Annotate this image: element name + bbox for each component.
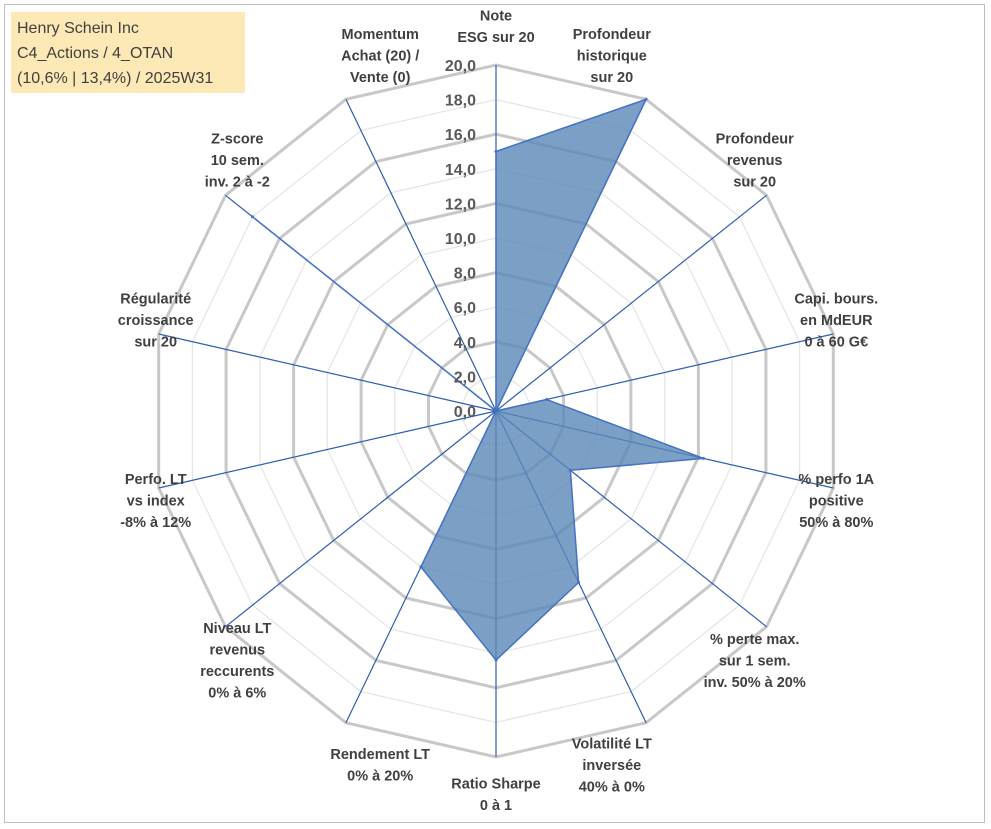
axis-spoke: [158, 410, 497, 489]
tick-label: 8,0: [454, 266, 476, 283]
category-label-line: Z-score: [211, 132, 263, 148]
category-label: Rendement LT 0% à 20%: [330, 747, 430, 785]
category-label-line: sur 20: [590, 70, 633, 86]
category-label: Momentum Achat (20) / Vente (0): [341, 27, 419, 86]
data-point: [494, 150, 498, 153]
category-label-line: Perfo. LT: [125, 472, 187, 488]
data-point: [494, 658, 498, 662]
category-label-line: 40% à 0%: [579, 779, 645, 795]
data-point: [545, 398, 549, 401]
category-label-line: Rendement LT: [330, 747, 430, 763]
category-label: Régularité croissance sur 20: [118, 292, 194, 351]
category-label-line: Vente (0): [350, 70, 411, 86]
radial-tick-labels: 0,0 2,0 4,0 6,0 8,0 10,0 12,0 14,0 16,0 18,0 20,0: [445, 58, 476, 421]
axis-spoke: [225, 410, 497, 628]
category-label-line: Momentum: [342, 27, 419, 43]
category-label: Profondeur historique sur 20: [573, 27, 651, 86]
category-label-line: inv. 50% à 20%: [704, 675, 806, 691]
category-label-line: ESG sur 20: [457, 30, 534, 46]
title-company: Henry Schein Inc: [17, 20, 139, 37]
category-label-line: % perte max.: [710, 632, 799, 648]
category-label: Profondeur revenus sur 20: [716, 132, 794, 191]
data-point: [577, 581, 581, 584]
data-point: [644, 97, 648, 101]
axis-spoke: [495, 194, 767, 412]
title-category: C4_Actions / 4_OTAN: [17, 45, 174, 62]
category-label-line: 0 à 1: [480, 798, 512, 814]
category-label: Perfo. LT vs index -8% à 12%: [120, 472, 191, 531]
category-label: Note ESG sur 20: [457, 9, 534, 47]
category-label-line: Ratio Sharpe: [451, 777, 540, 793]
title-period: (10,6% | 13,4%) / 2025W31: [17, 70, 214, 87]
category-label: Ratio Sharpe 0 à 1: [451, 777, 540, 815]
series-area: [252, 97, 704, 662]
category-label: % perte max. sur 1 sem. inv. 50% à 20%: [704, 632, 806, 691]
category-label-line: Niveau LT: [203, 621, 271, 637]
category-label-line: sur 1 sem.: [719, 653, 791, 669]
category-label-line: reccurents: [200, 664, 274, 680]
category-label: Niveau LT revenus reccurents 0% à 6%: [200, 621, 274, 702]
category-label-line: Profondeur: [573, 27, 651, 43]
category-label-line: revenus: [727, 153, 783, 169]
axis-spoke: [158, 333, 497, 412]
category-label-line: positive: [809, 494, 864, 510]
tick-label: 14,0: [445, 162, 476, 179]
category-label-line: Capi. bours.: [794, 292, 878, 308]
tick-label: 0,0: [454, 404, 476, 421]
tick-label: 10,0: [445, 231, 476, 248]
category-label-line: 10 sem.: [211, 153, 264, 169]
category-label-line: 0 à 60 G€: [804, 335, 868, 351]
category-label-line: % perfo 1A: [798, 472, 874, 488]
category-label: % perfo 1A positive 50% à 80%: [798, 472, 874, 531]
data-point: [568, 468, 572, 472]
data-point: [251, 215, 254, 219]
tick-label: 2,0: [454, 369, 476, 386]
category-label-line: Profondeur: [716, 132, 794, 148]
tick-label: 16,0: [445, 127, 476, 144]
data-point: [419, 565, 423, 569]
category-label-line: 0% à 20%: [347, 769, 413, 785]
category-label-line: historique: [577, 49, 647, 65]
category-label-line: Volatilité LT: [572, 736, 652, 752]
category-label: Capi. bours. en MdEUR 0 à 60 G€: [794, 292, 878, 351]
category-label-line: sur 20: [733, 175, 776, 191]
category-label-line: 0% à 6%: [208, 686, 266, 702]
series-layer: [251, 97, 705, 662]
category-label-line: vs index: [127, 494, 185, 510]
axis-spoke: [495, 333, 834, 412]
category-label-line: revenus: [209, 643, 265, 659]
axis-spoke: [345, 99, 497, 412]
tick-label: 6,0: [454, 300, 476, 317]
title-box: Henry Schein Inc C4_Actions / 4_OTAN (10…: [11, 12, 245, 93]
category-label-line: inversée: [582, 758, 641, 774]
category-label: Volatilité LT inversée 40% à 0%: [572, 736, 652, 795]
category-label-line: 50% à 80%: [799, 515, 873, 531]
category-label-line: Régularité: [120, 292, 191, 308]
category-label-line: Achat (20) /: [341, 49, 419, 65]
category-label-line: croissance: [118, 313, 194, 329]
data-point: [494, 409, 498, 413]
category-label-line: inv. 2 à -2: [205, 175, 270, 191]
category-label-line: sur 20: [134, 335, 177, 351]
category-label-line: -8% à 12%: [120, 515, 191, 531]
category-label-line: en MdEUR: [800, 313, 873, 329]
category-label-line: Note: [480, 9, 512, 25]
data-point: [702, 456, 705, 460]
tick-label: 20,0: [445, 58, 476, 75]
tick-label: 4,0: [454, 335, 476, 352]
category-label: Z-score 10 sem. inv. 2 à -2: [205, 132, 270, 191]
tick-label: 12,0: [445, 196, 476, 213]
tick-label: 18,0: [445, 93, 476, 110]
category-labels: Note ESG sur 20 Profondeur historique sur 20…: [118, 9, 878, 815]
